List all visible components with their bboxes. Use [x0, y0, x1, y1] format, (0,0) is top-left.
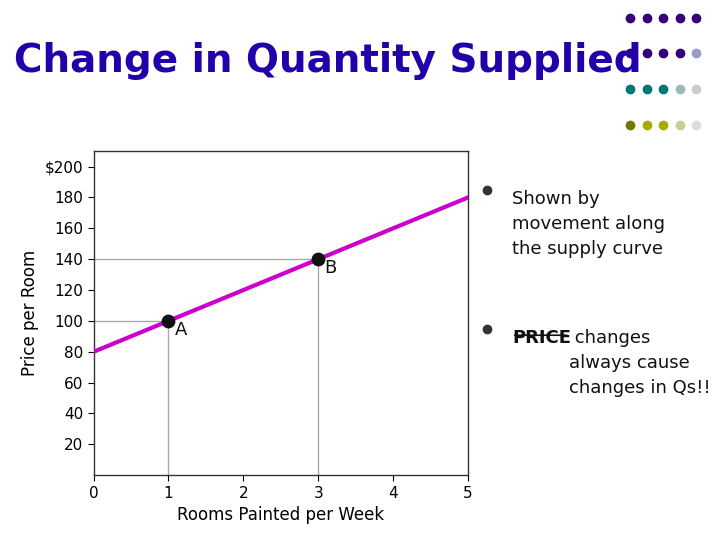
Text: A: A [174, 321, 187, 339]
Point [312, 255, 324, 264]
Point [163, 316, 174, 325]
Text: B: B [324, 259, 336, 277]
Text: changes
always cause
changes in Qs!!: changes always cause changes in Qs!! [570, 329, 711, 397]
Text: Change in Quantity Supplied: Change in Quantity Supplied [14, 42, 642, 79]
Y-axis label: Price per Room: Price per Room [21, 250, 39, 376]
X-axis label: Rooms Painted per Week: Rooms Painted per Week [177, 506, 384, 524]
Text: Shown by
movement along
the supply curve: Shown by movement along the supply curve [512, 190, 665, 258]
Text: PRICE: PRICE [512, 329, 571, 347]
